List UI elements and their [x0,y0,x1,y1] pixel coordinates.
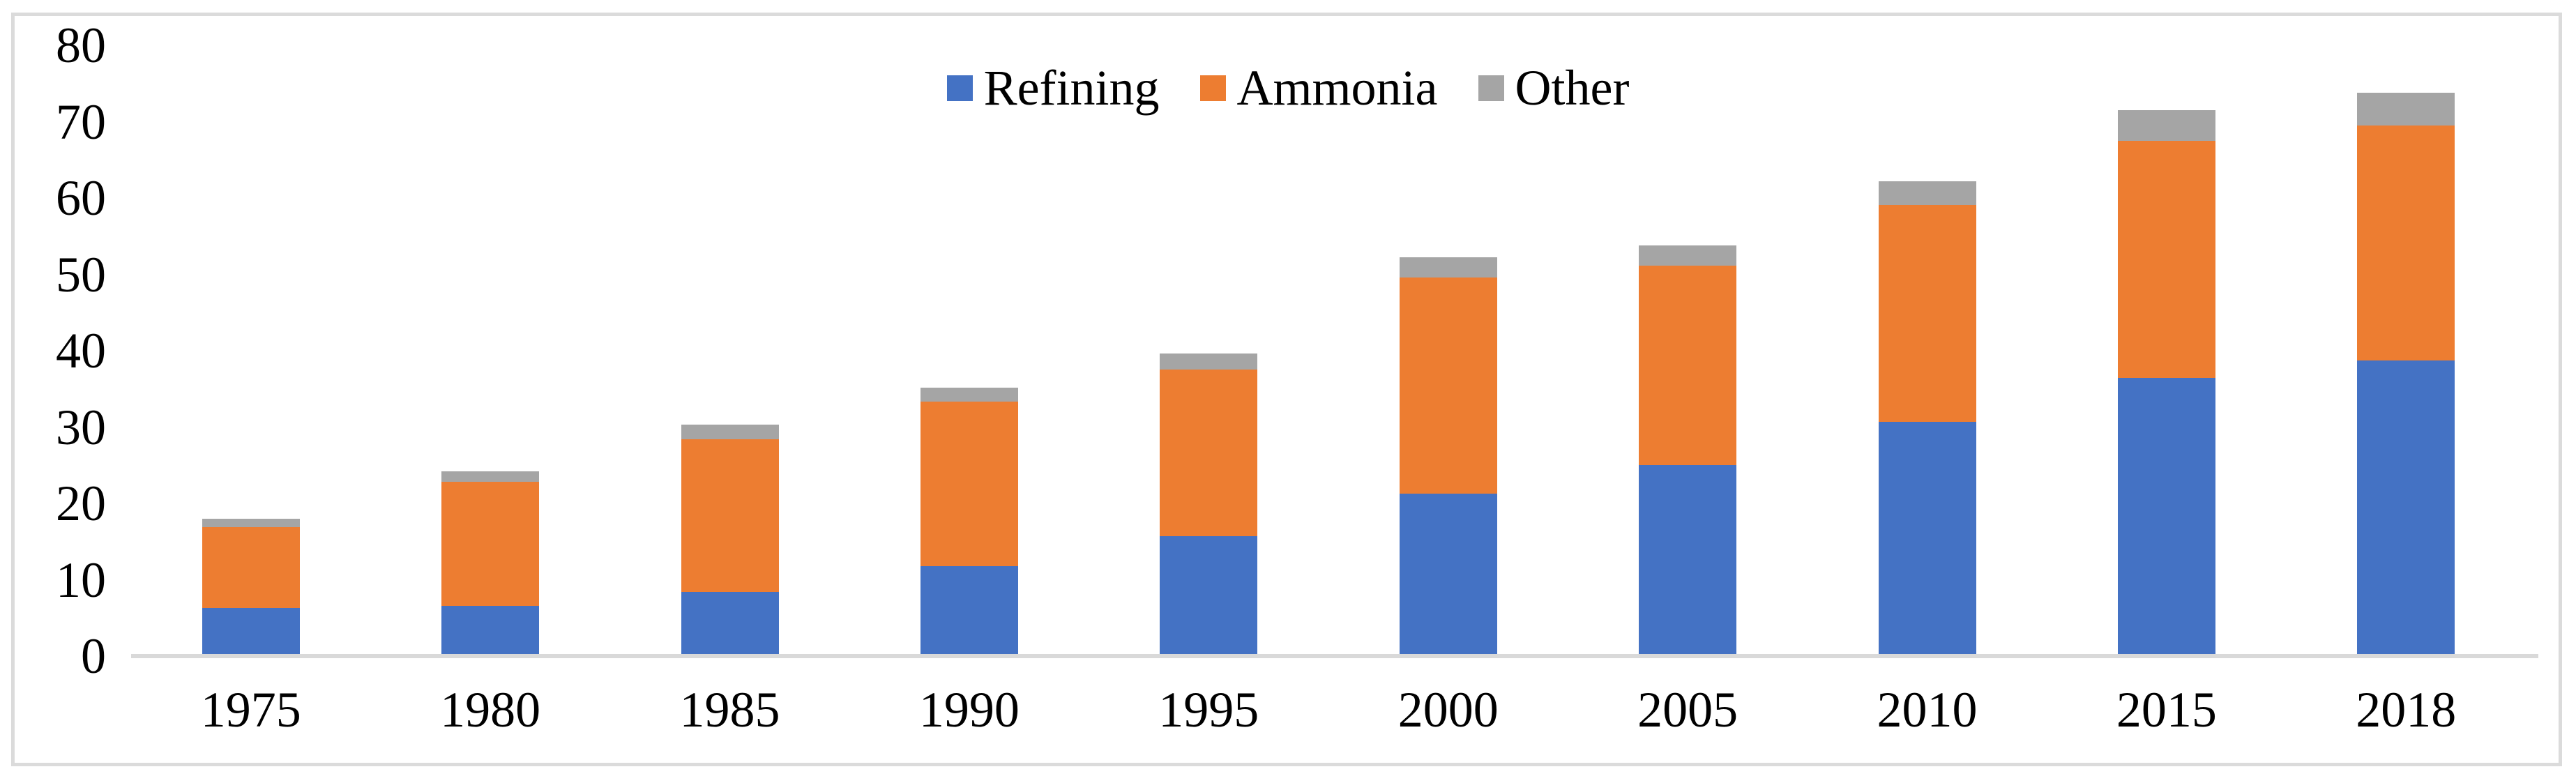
legend-label-ammonia: Ammonia [1236,60,1438,116]
figure-frame-border [11,13,2562,766]
legend-swatch-ammonia [1199,75,1226,101]
legend-item-refining: Refining [946,60,1160,116]
bar-1980-refining [441,605,540,656]
bar-2018-other [2357,92,2455,126]
bar-1995-ammonia [1160,370,1258,537]
bar-1985-refining [681,592,779,656]
bar-1975-ammonia [202,526,300,608]
y-axis-tick-label: 30 [56,399,106,455]
bar-1995-other [1160,354,1258,370]
bar-2018-ammonia [2357,125,2455,361]
x-axis-tick-label: 2015 [2116,682,2217,738]
bar-2010-other [1878,181,1976,205]
x-axis-line [131,654,2538,658]
bar-1990-ammonia [920,402,1018,566]
x-axis-tick-label: 1980 [440,682,541,738]
legend: Refining Ammonia Other [0,59,2576,117]
x-axis-tick-label: 1990 [918,682,1020,738]
y-axis-tick-label: 0 [81,628,106,684]
legend-item-ammonia: Ammonia [1199,60,1438,116]
bar-1975-refining [202,608,300,656]
legend-swatch-other [1478,75,1504,101]
legend-item-other: Other [1478,60,1630,116]
bar-2015-refining [2117,378,2215,656]
y-axis-tick-label: 50 [56,246,106,303]
bar-1990-other [920,387,1018,402]
legend-label-refining: Refining [983,60,1160,116]
x-axis-tick-label: 2018 [2356,682,2457,738]
bar-1995-refining [1160,536,1258,656]
y-axis-tick-label: 70 [56,93,106,150]
x-axis-tick-label: 1995 [1158,682,1259,738]
bar-1975-other [202,518,300,527]
y-axis-tick-label: 40 [56,323,106,379]
bar-2005-refining [1639,465,1737,656]
bar-2015-ammonia [2117,140,2215,379]
x-axis-tick-label: 2000 [1397,682,1499,738]
bar-2005-other [1639,245,1737,266]
bar-2010-ammonia [1878,204,1976,422]
y-axis-tick-label: 20 [56,476,106,531]
y-axis-tick-label: 60 [56,170,106,226]
bar-2005-ammonia [1639,266,1737,466]
x-axis-tick-label: 2005 [1637,682,1738,738]
bar-2000-other [1399,257,1497,278]
bar-1980-other [441,471,540,482]
legend-swatch-refining [946,75,973,101]
x-axis-tick-label: 2010 [1877,682,1978,738]
bar-1985-other [681,425,779,439]
bar-2018-refining [2357,360,2455,656]
y-axis-tick-label: 80 [56,17,106,73]
legend-label-other: Other [1515,60,1630,116]
bar-1985-ammonia [681,439,779,593]
bar-1980-ammonia [441,482,540,606]
x-axis-tick-label: 1975 [200,682,301,738]
bar-2000-refining [1399,493,1497,656]
bar-2000-ammonia [1399,277,1497,494]
bar-1990-refining [920,565,1018,656]
bar-2010-refining [1878,421,1976,656]
bar-2015-other [2117,110,2215,141]
x-axis-tick-label: 1985 [679,682,780,738]
y-axis-tick-label: 10 [56,552,106,608]
